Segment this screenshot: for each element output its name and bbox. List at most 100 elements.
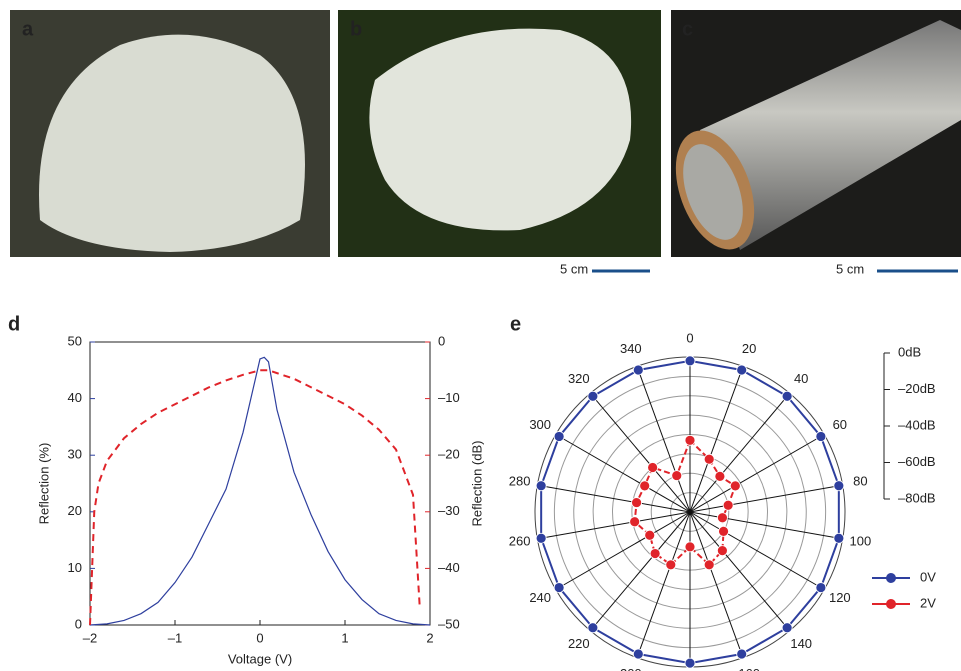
scale-bar-label: 5 cm (836, 261, 864, 276)
y2-tick-label: –20 (438, 447, 460, 462)
angle-label: 60 (833, 417, 847, 432)
photo-b (338, 10, 661, 257)
point (717, 513, 727, 523)
point (645, 530, 655, 540)
y2-axis-label: Reflection (dB) (469, 441, 484, 527)
series-line (90, 370, 420, 625)
scale-tick-label: 0dB (898, 344, 921, 359)
point (685, 435, 695, 445)
point (717, 546, 727, 556)
angle-label: 80 (853, 473, 867, 488)
x-axis-label: Voltage (V) (228, 651, 292, 666)
y-axis-label: Reflection (%) (36, 443, 51, 525)
x-tick-label: –2 (83, 630, 97, 645)
scale-tick-label: –40dB (898, 417, 936, 432)
legend-label: 0V (920, 569, 936, 584)
angle-label: 260 (509, 533, 531, 548)
point (704, 454, 714, 464)
scale-tick-label: –80dB (898, 490, 936, 505)
point (782, 623, 792, 633)
series-line (90, 357, 430, 625)
panel-label: d (8, 313, 20, 335)
figure: a b c d e 5 cm 5 cm –2–101201020304050–5… (0, 0, 961, 671)
y2-tick-label: –30 (438, 503, 460, 518)
y-tick-label: 0 (75, 616, 82, 631)
point (834, 481, 844, 491)
point (650, 549, 660, 559)
angle-label: 220 (568, 636, 590, 651)
y-tick-label: 30 (68, 447, 82, 462)
point (554, 583, 564, 593)
point (834, 533, 844, 543)
point (630, 517, 640, 527)
point (632, 498, 642, 508)
point (737, 649, 747, 659)
legend-marker (886, 599, 896, 609)
plot-frame (90, 342, 430, 625)
point (648, 462, 658, 472)
legend-marker (886, 573, 896, 583)
point (816, 583, 826, 593)
x-tick-label: –1 (168, 630, 182, 645)
point (588, 623, 598, 633)
panel-label: b (350, 18, 362, 40)
point (737, 365, 747, 375)
angle-label: 140 (790, 636, 812, 651)
point (816, 431, 826, 441)
scale-tick-label: –20dB (898, 381, 936, 396)
angle-label: 300 (529, 417, 551, 432)
point (640, 481, 650, 491)
point (672, 471, 682, 481)
point (554, 431, 564, 441)
spoke (590, 512, 690, 631)
angle-label: 240 (529, 590, 551, 605)
y2-tick-label: –40 (438, 560, 460, 575)
angle-label: 40 (794, 371, 808, 386)
point (633, 649, 643, 659)
x-tick-label: 2 (426, 630, 433, 645)
y2-tick-label: –50 (438, 616, 460, 631)
point (588, 391, 598, 401)
angle-label: 200 (620, 666, 642, 671)
photo-a (10, 10, 330, 257)
y-tick-label: 20 (68, 503, 82, 518)
point (715, 471, 725, 481)
y2-tick-label: –10 (438, 390, 460, 405)
point (536, 481, 546, 491)
point (633, 365, 643, 375)
point (666, 560, 676, 570)
point (685, 356, 695, 366)
y-tick-label: 40 (68, 390, 82, 405)
point (536, 533, 546, 543)
spoke (690, 512, 790, 631)
photo-c (661, 10, 961, 260)
angle-label: 100 (850, 533, 872, 548)
panel-label: c (682, 18, 693, 40)
point (685, 542, 695, 552)
point (719, 526, 729, 536)
angle-label: 160 (738, 666, 760, 671)
y-tick-label: 10 (68, 560, 82, 575)
spoke (690, 393, 790, 512)
x-tick-label: 0 (256, 630, 263, 645)
angle-label: 20 (742, 341, 756, 356)
legend-label: 2V (920, 595, 936, 610)
angle-label: 120 (829, 590, 851, 605)
point (730, 481, 740, 491)
point (723, 500, 733, 510)
x-tick-label: 1 (341, 630, 348, 645)
point (685, 658, 695, 668)
angle-label: 0 (686, 330, 693, 345)
point (704, 560, 714, 570)
spoke (690, 512, 743, 658)
y-tick-label: 50 (68, 333, 82, 348)
panel-label: a (22, 18, 34, 40)
point (782, 391, 792, 401)
scale-tick-label: –60dB (898, 454, 936, 469)
angle-label: 320 (568, 371, 590, 386)
y2-tick-label: 0 (438, 333, 445, 348)
angle-label: 280 (509, 473, 531, 488)
scale-bar-label: 5 cm (560, 261, 588, 276)
panel-label: e (510, 313, 521, 335)
angle-label: 340 (620, 341, 642, 356)
